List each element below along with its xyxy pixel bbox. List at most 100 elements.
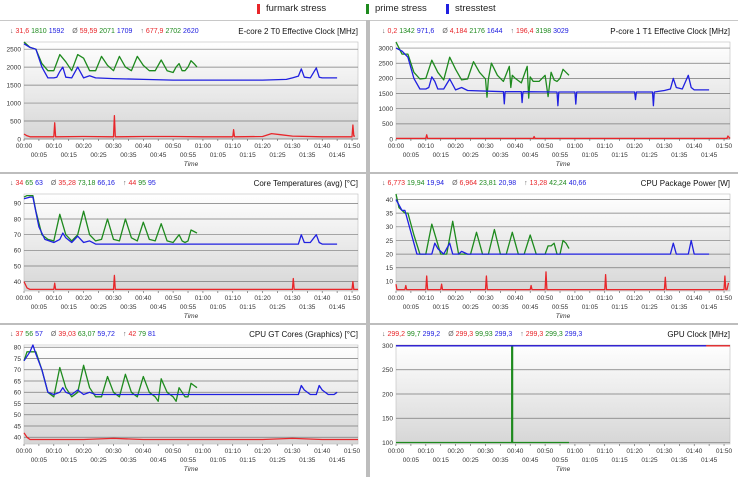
avg-value: 6,964 <box>459 180 478 187</box>
max-symbol: ↑ <box>122 331 127 338</box>
avg-value: 4,184 <box>449 28 468 35</box>
x-tick-label: 00:20 <box>448 448 465 455</box>
x-tick-label: 00:30 <box>477 295 494 302</box>
y-tick-label: 70 <box>14 232 22 239</box>
x-tick-label: 00:40 <box>135 448 152 455</box>
x-tick-label: 01:30 <box>284 295 301 302</box>
max-value: 3029 <box>553 28 569 35</box>
series-line-furmark-stress <box>396 134 731 140</box>
y-tick-label: 150 <box>382 416 393 423</box>
y-tick-label: 90 <box>14 201 22 208</box>
plot-area <box>23 41 359 140</box>
x-tick-label: 00:30 <box>105 143 122 150</box>
x-tick-label: 00:35 <box>120 457 137 464</box>
stats-line: ↓ 34 65 63 Ø 35,28 73,18 66,16 ↑ 44 95 95 <box>10 180 158 187</box>
gpu-clock-panel: ↓ 299,2 99,7 299,2 Ø 299,3 99,93 299,3 ↑ 299,3 299… <box>372 325 738 477</box>
y-tick-label: 25 <box>386 238 394 245</box>
min-value: 1342 <box>399 28 415 35</box>
max-value: 2620 <box>183 28 199 35</box>
avg-value: 63,07 <box>77 331 96 338</box>
x-tick-label: 01:20 <box>626 143 643 150</box>
chart-svg: 100 150 200 250 300 00:00 00:10 00:20 00:30 00:40… <box>382 343 732 473</box>
y-tick-label: 45 <box>14 423 22 430</box>
x-tick-label: 00:40 <box>135 143 152 150</box>
x-tick-label: 01:45 <box>329 457 346 464</box>
max-symbol: ↑ <box>524 180 528 187</box>
legend-label: furmark stress <box>266 3 327 14</box>
max-value: 79 <box>138 331 147 338</box>
y-tick-label: 80 <box>14 216 22 223</box>
max-value: 677,9 <box>145 28 164 35</box>
legend-label: stresstest <box>455 3 496 14</box>
max-value: 95 <box>138 180 147 187</box>
y-tick-label: 50 <box>14 412 22 419</box>
x-tick-label: 00:00 <box>16 448 33 455</box>
legend-label: prime stress <box>375 3 427 14</box>
y-tick-label: 1500 <box>7 82 22 89</box>
min-value: 56 <box>25 331 34 338</box>
max-symbol: ↑ <box>140 28 144 35</box>
min-value: 31,6 <box>15 28 30 35</box>
x-tick-label: 01:35 <box>671 152 688 159</box>
x-tick-label: 01:15 <box>612 457 629 464</box>
stats-line: ↓ 37 56 57 Ø 39,03 63,07 59,72 ↑ 42 79 81 <box>10 331 158 338</box>
x-tick-label: 00:45 <box>522 457 539 464</box>
avg-symbol: Ø <box>50 331 57 338</box>
x-tick-label: 01:00 <box>567 295 584 302</box>
x-tick-label: 01:00 <box>195 448 212 455</box>
panel-divider-vertical <box>366 20 370 477</box>
x-tick-label: 00:00 <box>388 295 405 302</box>
x-tick-label: 01:45 <box>329 152 346 159</box>
series-line-furmark-stress <box>23 114 355 138</box>
series-line-prime-stress <box>23 41 198 74</box>
chart-title: GPU Clock [MHz] <box>667 330 730 339</box>
x-tick-label: 01:40 <box>314 448 331 455</box>
x-tick-label: 01:25 <box>641 152 658 159</box>
avg-symbol: Ø <box>448 331 454 338</box>
x-tick-label: 01:30 <box>284 448 301 455</box>
x-tick-label: 01:15 <box>240 457 257 464</box>
x-tick-label: 00:30 <box>477 143 494 150</box>
min-symbol: ↓ <box>382 331 386 338</box>
x-tick-label: 00:05 <box>403 152 420 159</box>
x-tick-label: 01:20 <box>254 143 271 150</box>
min-value: 63 <box>35 180 43 187</box>
y-tick-label: 35 <box>386 210 394 217</box>
min-value: 37 <box>15 331 24 338</box>
legend-swatch-green <box>366 3 369 14</box>
x-tick-label: 01:00 <box>567 448 584 455</box>
max-value: 42 <box>128 331 137 338</box>
x-tick-label: 01:05 <box>210 152 227 159</box>
x-tick-label: 00:25 <box>90 304 107 311</box>
pcore-clock-panel: ↓ 0,2 1342 971,6 Ø 4,184 2176 1644 ↑ 196,4 3198 302… <box>372 22 738 172</box>
x-tick-label: 00:45 <box>150 152 167 159</box>
x-tick-label: 00:20 <box>76 448 93 455</box>
x-tick-label: 01:40 <box>686 143 703 150</box>
x-tick-label: 00:20 <box>76 143 93 150</box>
max-value: 81 <box>148 331 156 338</box>
y-tick-label: 2000 <box>7 64 22 71</box>
plot-area <box>23 193 359 292</box>
x-tick-label: 00:25 <box>462 304 479 311</box>
y-tick-label: 55 <box>14 401 22 408</box>
x-axis-label: Time <box>556 466 571 473</box>
chart-title: Core Temperatures (avg) [°C] <box>253 179 358 188</box>
legend: furmark stress prime stress stresstest <box>0 0 738 21</box>
max-value: 299,3 <box>545 331 563 338</box>
max-value: 3198 <box>535 28 552 35</box>
plot-area <box>395 41 731 140</box>
y-tick-label: 0 <box>17 136 21 143</box>
avg-value: 39,03 <box>58 331 76 338</box>
chart-svg: 0 500 1000 1500 2000 2500 3000 00:00 00:10 00:20 0… <box>379 41 733 168</box>
max-symbol: ↑ <box>122 180 127 187</box>
series-line-stresstest <box>395 47 710 107</box>
x-tick-label: 01:45 <box>701 457 718 464</box>
x-axis-label: Time <box>556 313 571 320</box>
y-tick-label: 250 <box>382 367 393 374</box>
x-tick-label: 01:30 <box>284 143 301 150</box>
min-value: 57 <box>35 331 43 338</box>
y-tick-label: 2500 <box>379 61 394 68</box>
avg-value: 20,98 <box>498 180 517 187</box>
x-tick-label: 00:35 <box>492 457 509 464</box>
x-tick-label: 01:40 <box>314 143 331 150</box>
